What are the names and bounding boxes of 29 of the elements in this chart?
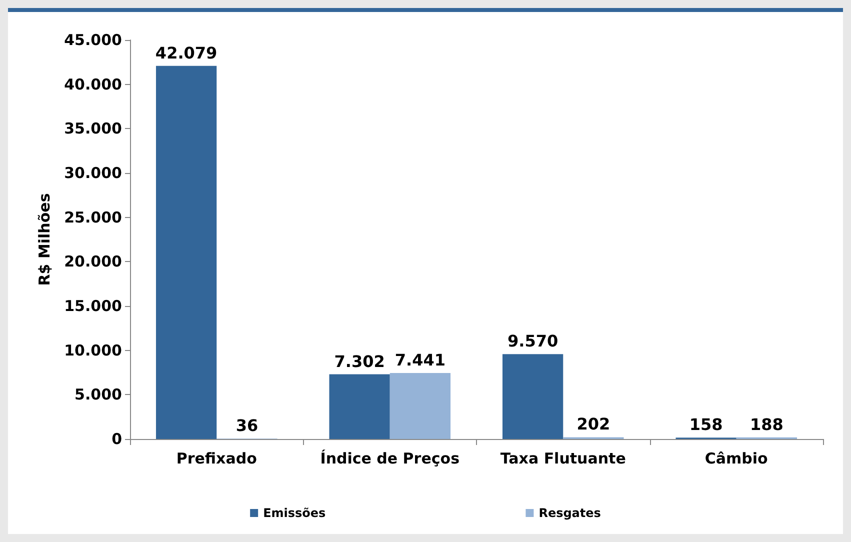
bar — [156, 66, 217, 439]
data-label: 7.302 — [334, 352, 385, 371]
y-tick-label: 40.000 — [64, 75, 122, 94]
data-label: 188 — [750, 414, 784, 434]
bar — [502, 354, 564, 439]
x-tick-label: Câmbio — [704, 450, 768, 468]
bar — [390, 373, 451, 439]
data-label: 42.079 — [155, 43, 218, 62]
x-tick-label: Taxa Flutuante — [500, 450, 626, 468]
y-tick-label: 0 — [112, 430, 122, 448]
y-tick-label: 20.000 — [64, 252, 122, 271]
data-label: 9.570 — [508, 332, 558, 351]
data-label: 7.441 — [394, 350, 446, 370]
y-tick-label: 45.000 — [64, 31, 122, 49]
y-tick-label: 30.000 — [64, 164, 122, 182]
data-label: 36 — [236, 416, 258, 436]
legend-label: Resgates — [538, 506, 601, 520]
data-label: 158 — [689, 415, 723, 434]
y-tick-label: 25.000 — [64, 208, 122, 226]
data-label: 202 — [576, 414, 610, 434]
bar — [329, 374, 390, 439]
y-tick-label: 5.000 — [74, 386, 122, 404]
x-tick-label: Prefixado — [176, 450, 257, 468]
x-tick-label: Índice de Preços — [320, 450, 460, 468]
y-tick-label: 35.000 — [64, 120, 122, 138]
y-tick-label: 10.000 — [64, 341, 122, 360]
legend-label: Emissões — [263, 506, 326, 520]
y-tick-label: 15.000 — [64, 297, 122, 315]
y-axis-title: R$ Milhões — [36, 193, 54, 286]
